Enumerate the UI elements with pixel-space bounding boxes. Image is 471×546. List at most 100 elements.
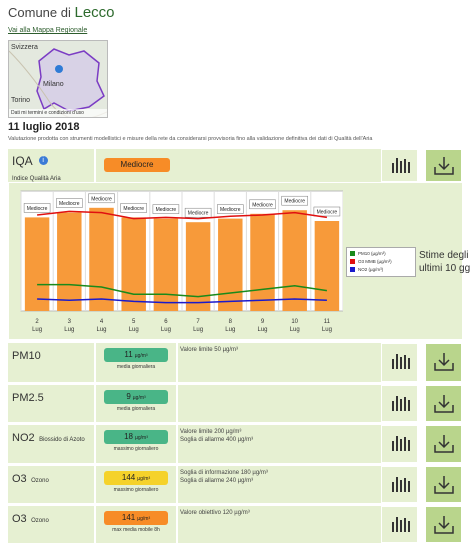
x-tick-day: 10 (291, 319, 298, 325)
legend-swatch (350, 267, 355, 273)
pollutant-unit: µg/m³ (134, 353, 148, 359)
pollutant-name-cell: NO2 Biossido di Azoto (8, 425, 94, 463)
map-attribution[interactable]: Dati mi termini e condizioni d'uso (9, 109, 107, 117)
bar-label: Mediocre (317, 210, 338, 216)
bar-chart-icon (392, 517, 410, 532)
x-tick-day: 2 (35, 319, 39, 325)
iqa-status-badge: Mediocre (104, 158, 170, 172)
pollutant-limits-cell: Soglia di informazione 180 µg/m³ Soglia d… (178, 466, 383, 503)
download-icon (434, 476, 454, 494)
pollutant-chart-button[interactable] (381, 385, 418, 422)
pollutant-download-button[interactable] (425, 506, 462, 543)
pollutant-name-cell: PM10 (8, 343, 94, 382)
legend-label: NO2 (µg/m³) (358, 267, 384, 272)
bar-label: Mediocre (91, 196, 112, 202)
x-tick-month: Lug (64, 327, 74, 333)
pollutant-download-button[interactable] (425, 385, 462, 422)
bar-label: Mediocre (27, 206, 48, 212)
iqa-download-button[interactable] (425, 149, 462, 182)
region-map[interactable]: Svizzera Milano Torino Dati mi termini e… (8, 40, 108, 118)
city-name: Lecco (74, 4, 115, 21)
pollutant-name-cell: O3 Ozono (8, 506, 94, 543)
x-tick-day: 9 (261, 319, 265, 325)
iqa-chart-button[interactable] (381, 149, 418, 182)
value-badge: 144 µg/m³ (104, 471, 168, 485)
limit-text: Valore limite 200 µg/m³ (180, 429, 242, 435)
bar-label-box (56, 198, 83, 208)
x-tick-month: Lug (96, 327, 106, 333)
pollutant-value-cell: 144 µg/m³ massimo giornaliero (96, 466, 176, 503)
bar-chart-icon (392, 396, 410, 411)
pollutant-name: O3 (12, 513, 27, 525)
pollutant-value: 141 (121, 513, 136, 522)
x-tick-month: Lug (322, 327, 332, 333)
x-tick-month: Lug (225, 327, 235, 333)
bar-label-box (249, 199, 276, 210)
pollutant-value-cell: 141 µg/m³ max media mobile 8h (96, 506, 176, 543)
x-tick-day: 4 (100, 319, 104, 325)
legend-label: PM10 (µg/m³) (358, 251, 386, 256)
bar-label: Mediocre (59, 201, 80, 207)
limit-text: Soglia di allarme 400 µg/m³ (180, 437, 254, 443)
iqa-row: IQA i Indice Qualità Aria Mediocre (8, 148, 463, 182)
download-icon (434, 516, 454, 534)
iqa-name: IQA (12, 154, 33, 168)
pollutant-value: 144 (121, 473, 136, 482)
pollutant-value: 18 (124, 432, 133, 441)
pollutant-limits-cell (178, 385, 383, 422)
pollutant-download-button[interactable] (425, 425, 462, 463)
map-label-milano: Milano (43, 81, 64, 88)
iqa-subtitle: Indice Qualità Aria (12, 176, 61, 182)
legend-entry: PM10 (µg/m³) (350, 250, 412, 258)
bar (250, 213, 275, 311)
pollutant-row: PM2.5 9 µg/m³ media giornaliera (8, 384, 463, 422)
pollutant-chart-button[interactable] (381, 425, 418, 463)
bar (89, 207, 114, 311)
value-badge: 18 µg/m³ (104, 430, 168, 444)
bar-label: Mediocre (156, 207, 177, 213)
legend-swatch (350, 251, 355, 257)
pollutant-download-button[interactable] (425, 343, 462, 382)
pollutant-value: 11 (124, 350, 133, 359)
value-badge: 141 µg/m³ (104, 511, 168, 525)
pollutant-name: PM2.5 (12, 392, 44, 404)
report-date: 11 luglio 2018 (8, 121, 80, 133)
pollutant-stat-label: massimo giornaliero (113, 446, 159, 452)
info-icon[interactable]: i (38, 156, 48, 166)
bar-label-box (184, 207, 212, 218)
x-tick-month: Lug (290, 327, 300, 333)
x-tick-month: Lug (129, 327, 139, 333)
download-icon (434, 395, 454, 413)
regional-map-link[interactable]: Vai alla Mappa Regionale (8, 27, 88, 34)
bar (121, 217, 146, 311)
x-tick-day: 8 (229, 319, 233, 325)
bar-label: Mediocre (284, 199, 305, 205)
bar-label-box (217, 204, 244, 214)
pollutant-value-cell: 11 µg/m³ media giornaliera (96, 343, 176, 382)
disclaimer-note: Valutazione prodotta con strumenti model… (8, 136, 373, 142)
pollutant-chart-button[interactable] (381, 466, 418, 503)
map-outline-icon (9, 41, 107, 117)
x-tick-day: 5 (132, 319, 136, 325)
pollutant-unit: µg/m³ (137, 476, 151, 482)
limit-text: Valore limite 50 µg/m³ (180, 347, 239, 353)
title-prefix: Comune di (8, 5, 71, 20)
pollutant-download-button[interactable] (425, 466, 462, 503)
bar-chart-icon (392, 354, 410, 369)
pollutant-row: O3 Ozono 141 µg/m³ max media mobile 8h Va… (8, 505, 463, 543)
pollutant-stat-label: max media mobile 8h (112, 527, 160, 533)
bar-label: Mediocre (252, 202, 273, 208)
x-tick-month: Lug (32, 327, 42, 333)
legend-label: O3 MMB (µg/m³) (358, 259, 392, 264)
bar-chart-icon (392, 158, 410, 173)
map-label-torino: Torino (11, 97, 31, 104)
pollutant-stat-label: media giornaliera (116, 406, 156, 412)
pollutant-value-cell: 9 µg/m³ media giornaliera (96, 385, 176, 422)
pollutant-chart-button[interactable] (381, 343, 418, 382)
bar (153, 218, 179, 311)
pollutant-name-cell: PM2.5 (8, 385, 94, 422)
iqa-history-chart: Mediocre Mediocre Mediocre Mediocre Mediocre… (8, 182, 471, 340)
x-tick-day: 6 (164, 319, 168, 325)
pollutant-stat-label: media giornaliera (116, 364, 156, 370)
pollutant-chart-button[interactable] (381, 506, 418, 543)
